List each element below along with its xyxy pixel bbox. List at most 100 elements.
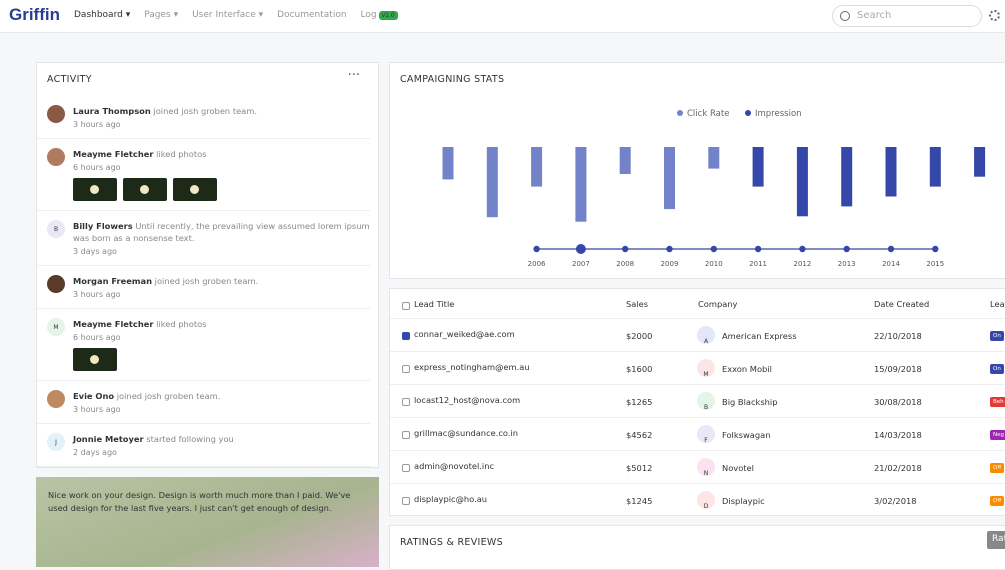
- photo-thumb[interactable]: [73, 178, 117, 201]
- company: Novotel: [722, 463, 754, 473]
- timeline-dot: [754, 245, 762, 253]
- checkbox[interactable]: [402, 332, 410, 340]
- checkbox[interactable]: [402, 431, 410, 439]
- table-row: displaypic@ho.au $1245 D Displaypic 3/02/201…: [390, 483, 1005, 516]
- nav-item[interactable]: Dashboard ▾: [74, 10, 131, 20]
- x-tick-label: 2012: [793, 260, 811, 268]
- activity-item: M Meayme Fletcher liked photos 6 hours ago: [37, 309, 370, 381]
- user-name: Evie Ono: [73, 391, 115, 401]
- column-header: Sales: [626, 299, 649, 309]
- x-tick-label: 2010: [705, 260, 723, 268]
- company-initial: A: [703, 338, 709, 345]
- sales: $4562: [626, 430, 653, 440]
- avatar: [47, 390, 65, 408]
- activity-time: 3 hours ago: [73, 120, 121, 129]
- thumbnails: [73, 178, 370, 201]
- company-initial: F: [704, 437, 708, 444]
- date-created: 3/02/2018: [874, 496, 917, 506]
- user-name: Jonnie Metoyer: [73, 434, 144, 444]
- company-avatar: D: [697, 491, 715, 510]
- timeline-dot: [622, 245, 629, 253]
- sales: $2000: [626, 331, 653, 341]
- activity-action: joined josh groben team.: [154, 276, 259, 286]
- table-row: grillmac@sundance.co.in $4562 F Folkswagan 1…: [390, 417, 1005, 450]
- status-badge: On: [990, 364, 1004, 374]
- photo-thumb[interactable]: [123, 178, 167, 201]
- activity-text: Morgan Freeman joined josh groben team.: [73, 275, 370, 287]
- company: Displaypic: [722, 496, 765, 506]
- nav-item[interactable]: User Interface ▾: [192, 10, 264, 20]
- legend-label: Click Rate: [687, 109, 729, 119]
- menu-dots[interactable]: ···: [347, 68, 360, 83]
- avatar-initial: B: [53, 225, 59, 233]
- activity-action: joined josh groben team.: [116, 391, 221, 401]
- campaign-card: CAMPAIGNING STATS Click Rate Impression 20…: [389, 62, 1005, 279]
- table-header: Lead Title Sales Company Date Created Lea: [390, 289, 1005, 322]
- activity-time: 6 hours ago: [73, 163, 121, 172]
- checkbox[interactable]: [402, 497, 410, 505]
- timeline-dot: [533, 245, 540, 253]
- photo-thumb[interactable]: [173, 178, 217, 201]
- bar: [486, 147, 498, 218]
- bar: [575, 147, 587, 222]
- x-tick-label: 2006: [528, 260, 546, 268]
- company-avatar: F: [697, 425, 715, 444]
- photo-thumb[interactable]: [73, 348, 117, 371]
- activity-item: B Billy Flowers Until recently, the preva…: [37, 211, 370, 266]
- brand[interactable]: Griffin: [9, 5, 60, 24]
- timeline-dot: [932, 245, 939, 253]
- bar: [752, 147, 764, 187]
- status-badge: Neg: [990, 430, 1005, 440]
- timeline-dot: [843, 245, 850, 253]
- company-initial: D: [703, 503, 709, 510]
- avatar-initial: M: [53, 323, 59, 331]
- settings-icon[interactable]: [989, 10, 1000, 21]
- x-tick-label: 2008: [616, 260, 634, 268]
- checkbox[interactable]: [402, 365, 410, 373]
- lead-email: connar_weiked@ae.com: [414, 329, 515, 339]
- ratings-card: RATINGS & REVIEWS Rat: [389, 525, 1005, 570]
- activity-list: Laura Thompson joined josh groben team. 3…: [37, 105, 380, 467]
- x-tick-label: 2014: [882, 260, 900, 268]
- date-created: 30/08/2018: [874, 397, 922, 407]
- card-title: RATINGS & REVIEWS: [400, 537, 503, 548]
- quote-text: Nice work on your design. Design is wort…: [48, 490, 351, 513]
- checkbox[interactable]: [402, 398, 410, 406]
- avatar: [47, 275, 65, 293]
- timeline-dot: [799, 245, 806, 253]
- activity-action: joined josh groben team.: [153, 106, 257, 116]
- activity-card: ACTIVITY ··· Laura Thompson joined josh …: [36, 62, 379, 468]
- activity-item: Meayme Fletcher liked photos 6 hours ago: [37, 139, 370, 211]
- legend-marker: [677, 110, 683, 116]
- activity-text: Laura Thompson joined josh groben team.: [73, 105, 370, 117]
- x-tick-label: 2011: [749, 260, 767, 268]
- ratings-button[interactable]: Rat: [987, 531, 1005, 549]
- card-title: CAMPAIGNING STATS: [400, 74, 505, 85]
- table-row: locast12_host@nova.com $1265 B Big Blackshi…: [390, 384, 1005, 417]
- checkbox[interactable]: [402, 464, 410, 472]
- activity-text: Meayme Fletcher liked photos: [73, 148, 370, 160]
- checkbox[interactable]: [402, 302, 410, 310]
- nav-item[interactable]: Documentation: [277, 10, 347, 20]
- activity-time: 3 hours ago: [73, 290, 121, 299]
- company: Folkswagan: [722, 430, 771, 440]
- table-row: connar_weiked@ae.com $2000 A American Expre…: [390, 318, 1005, 351]
- nav-item[interactable]: Log v1.0: [361, 10, 398, 20]
- avatar: [47, 105, 65, 123]
- version-badge: v1.0: [378, 11, 398, 20]
- activity-time: 3 hours ago: [73, 405, 121, 414]
- timeline-dot: [666, 245, 673, 253]
- user-name: Meayme Fletcher: [73, 319, 154, 329]
- search-box[interactable]: Search: [832, 5, 982, 27]
- x-tick-label: 2013: [838, 260, 856, 268]
- bar: [929, 147, 941, 187]
- nav-item[interactable]: Pages ▾: [144, 10, 179, 20]
- card-title: ACTIVITY: [47, 74, 92, 85]
- avatar: M: [47, 318, 65, 336]
- column-header: Company: [698, 299, 738, 309]
- bar: [531, 147, 543, 187]
- activity-text: Jonnie Metoyer started following you: [73, 433, 370, 445]
- thumbnails: [73, 348, 370, 371]
- avatar: B: [47, 220, 65, 238]
- activity-action: started following you: [146, 434, 234, 444]
